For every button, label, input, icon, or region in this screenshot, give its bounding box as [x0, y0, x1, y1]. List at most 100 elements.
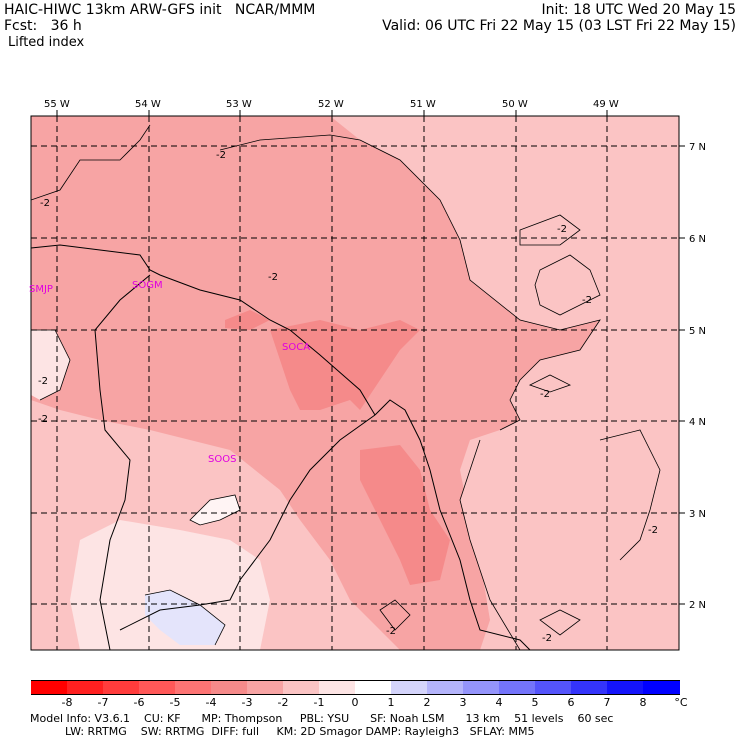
- lon-label: 50 W: [502, 99, 528, 110]
- field-neg4-west: [225, 310, 270, 330]
- contour-line: [519, 214, 581, 246]
- scale-swatch: [319, 680, 356, 695]
- longitude-labels: 55 W 54 W 53 W 52 W 51 W 50 W 49 W: [44, 99, 619, 110]
- contour-value: -2: [648, 525, 658, 536]
- lat-label: 6 N: [689, 234, 706, 245]
- scale-swatch: [391, 680, 428, 695]
- scale-unit: °C: [674, 696, 688, 709]
- contour-line: [219, 134, 601, 431]
- scale-label: -1: [313, 696, 325, 709]
- scale-label: 7: [603, 696, 611, 709]
- scale-swatch: [67, 680, 104, 695]
- contour-line: [539, 609, 581, 636]
- scale-swatch: [355, 680, 392, 695]
- scale-label: -6: [133, 696, 145, 709]
- contour-line: [534, 254, 601, 316]
- scale-swatch: [427, 680, 464, 695]
- contour-line: [31, 329, 71, 401]
- lon-label: 53 W: [226, 99, 252, 110]
- lat-label: 3 N: [689, 509, 706, 520]
- model-title: HAIC-HIWC 13km ARW-GFS init NCAR/MMM: [4, 2, 316, 18]
- contour-line: [31, 124, 151, 201]
- scale-label: -2: [277, 696, 289, 709]
- contour-line: [379, 599, 411, 631]
- model-info-line1: Model Info: V3.6.1 CU: KF MP: Thompson P…: [30, 712, 614, 725]
- scale-label: -3: [241, 696, 253, 709]
- contour-lines: [31, 124, 661, 650]
- model-info-line2: LW: RRTMG SW: RRTMG DIFF: full KM: 2D Sm…: [30, 725, 535, 738]
- axis-ticks: [56, 110, 685, 605]
- field-neg3-west: [31, 116, 140, 200]
- lat-label: 5 N: [689, 326, 706, 337]
- scale-label: -5: [169, 696, 181, 709]
- scale-label: 2: [423, 696, 431, 709]
- valid-time: Valid: 06 UTC Fri 22 May 15 (03 LST Fri …: [382, 18, 736, 34]
- lon-label: 49 W: [593, 99, 619, 110]
- contour-value: -2: [542, 633, 552, 644]
- scale-swatch: [283, 680, 320, 695]
- latitude-labels: 7 N 6 N 5 N 4 N 3 N 2 N: [689, 142, 706, 611]
- field-name: Lifted index: [8, 35, 85, 50]
- contour-value: -2: [582, 295, 592, 306]
- scale-label: 6: [567, 696, 575, 709]
- scale-label: -8: [61, 696, 73, 709]
- scale-swatch: [211, 680, 248, 695]
- field-neg1-southwest: [70, 520, 270, 650]
- contour-value: -2: [268, 272, 278, 283]
- border-line: [374, 399, 531, 650]
- border-line: [94, 274, 151, 650]
- lon-label: 55 W: [44, 99, 70, 110]
- lat-label: 2 N: [689, 600, 706, 611]
- field-neg4-south: [360, 445, 450, 585]
- lon-label: 54 W: [135, 99, 161, 110]
- scale-swatch: [247, 680, 284, 695]
- scale-label: 3: [459, 696, 467, 709]
- station-soca: SOCA: [282, 342, 310, 353]
- scale-swatch: [607, 680, 644, 695]
- init-time: Init: 18 UTC Wed 20 May 15: [541, 2, 736, 18]
- scale-label: 1: [387, 696, 395, 709]
- station-soos: SOOS: [208, 454, 236, 465]
- contour-line: [189, 494, 241, 526]
- lat-label: 7 N: [689, 142, 706, 153]
- scale-label: 5: [531, 696, 539, 709]
- contour-value: -2: [386, 626, 396, 637]
- contour-value: -2: [38, 376, 48, 387]
- scale-label: 8: [639, 696, 647, 709]
- station-sogm: SOGM: [132, 280, 163, 291]
- scale-swatch: [103, 680, 140, 695]
- scale-swatch: [139, 680, 176, 695]
- scale-label: -4: [205, 696, 217, 709]
- map-frame: [30, 115, 680, 651]
- borders: [31, 244, 531, 650]
- scale-swatch: [571, 680, 608, 695]
- contour-value: -2: [216, 150, 226, 161]
- contour-line: [459, 439, 521, 650]
- border-line: [119, 414, 376, 631]
- graticule: [31, 116, 679, 650]
- station-labels: SMJP SOGM SOCA SOOS: [29, 280, 310, 465]
- scale-swatch: [643, 680, 680, 695]
- contour-line: [599, 429, 661, 561]
- lon-label: 51 W: [410, 99, 436, 110]
- field-neg1-patch: [190, 495, 240, 525]
- contour-line: [528, 374, 572, 393]
- lat-label: 4 N: [689, 417, 706, 428]
- scale-swatch: [499, 680, 536, 695]
- field-neg1-west: [31, 330, 70, 400]
- contour-value: -2: [557, 224, 567, 235]
- contour-labels: -2 -2 -2 -2 -2 -2 -2 -2 -2 -2 -2: [38, 150, 658, 644]
- scale-swatch: [535, 680, 572, 695]
- scale-swatch: [31, 680, 68, 695]
- scale-swatch: [175, 680, 212, 695]
- station-smjp: SMJP: [29, 284, 53, 295]
- field-neg2-east: [460, 215, 679, 650]
- contour-value: -2: [40, 198, 50, 209]
- forecast-hour: Fcst: 36 h: [4, 18, 82, 34]
- contour-value: -2: [540, 389, 550, 400]
- scale-label: -7: [97, 696, 109, 709]
- scale-swatch: [463, 680, 500, 695]
- contour-value: -2: [38, 414, 48, 425]
- field-neg4-core: [270, 320, 420, 410]
